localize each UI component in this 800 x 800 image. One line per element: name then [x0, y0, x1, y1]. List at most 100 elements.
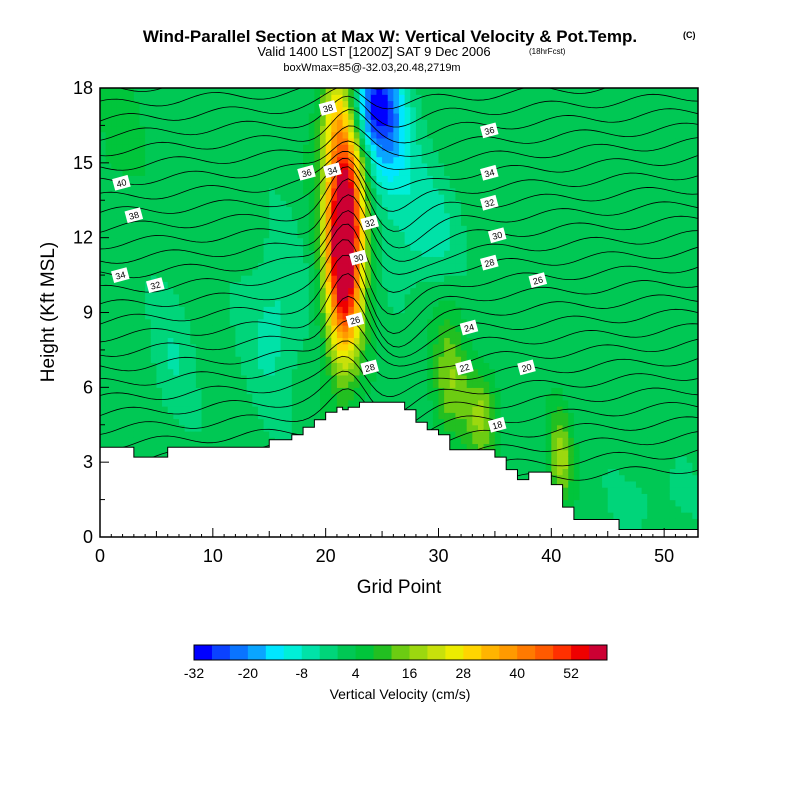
- velocity-cell: [184, 362, 191, 370]
- velocity-cell: [190, 362, 197, 370]
- velocity-cell: [167, 175, 174, 183]
- velocity-cell: [348, 337, 355, 345]
- velocity-cell: [201, 175, 208, 183]
- velocity-cell: [195, 206, 203, 214]
- velocity-cell: [387, 312, 394, 320]
- velocity-cell: [286, 406, 293, 413]
- velocity-cell: [178, 368, 186, 376]
- velocity-cell: [472, 125, 479, 133]
- velocity-cell: [128, 144, 135, 151]
- velocity-cell: [461, 100, 468, 108]
- velocity-cell: [455, 312, 462, 320]
- velocity-cell: [100, 281, 107, 289]
- velocity-cell: [320, 406, 327, 413]
- velocity-cell: [133, 324, 141, 332]
- velocity-cell: [466, 225, 473, 233]
- velocity-cell: [320, 412, 327, 420]
- velocity-cell: [224, 356, 231, 363]
- velocity-cell: [325, 262, 332, 270]
- velocity-cell: [162, 430, 169, 438]
- velocity-cell: [444, 337, 451, 345]
- velocity-cell: [432, 162, 440, 170]
- velocity-cell: [325, 231, 332, 239]
- velocity-cell: [297, 418, 304, 426]
- velocity-cell: [145, 393, 152, 401]
- velocity-cell: [393, 88, 400, 95]
- velocity-cell: [455, 324, 462, 332]
- velocity-cell: [393, 144, 400, 151]
- velocity-cell: [246, 187, 253, 195]
- velocity-cell: [348, 156, 355, 164]
- velocity-cell: [280, 287, 287, 295]
- velocity-cell: [331, 318, 338, 326]
- velocity-cell: [100, 300, 107, 307]
- velocity-cell: [477, 287, 485, 295]
- velocity-cell: [145, 412, 152, 420]
- velocity-cell: [410, 318, 417, 326]
- velocity-cell: [427, 225, 434, 233]
- velocity-cell: [348, 181, 355, 189]
- velocity-cell: [229, 337, 236, 345]
- velocity-cell: [280, 112, 287, 120]
- velocity-cell: [483, 225, 490, 233]
- velocity-cell: [274, 250, 282, 257]
- velocity-cell: [150, 300, 158, 307]
- velocity-cell: [432, 194, 440, 201]
- velocity-cell: [257, 88, 265, 95]
- velocity-cell: [207, 356, 214, 363]
- velocity-cell: [235, 169, 242, 176]
- velocity-cell: [167, 119, 174, 127]
- velocity-cell: [128, 137, 135, 145]
- velocity-cell: [286, 424, 293, 432]
- velocity-cell: [370, 137, 378, 145]
- velocity-cell: [427, 318, 434, 326]
- velocity-cell: [139, 343, 146, 351]
- velocity-cell: [348, 300, 355, 307]
- velocity-cell: [477, 381, 485, 388]
- velocity-cell: [404, 162, 411, 170]
- velocity-cell: [173, 106, 180, 114]
- velocity-cell: [111, 94, 118, 102]
- velocity-cell: [297, 212, 304, 220]
- velocity-cell: [399, 318, 406, 326]
- velocity-cell: [286, 343, 293, 351]
- velocity-cell: [190, 106, 197, 114]
- velocity-cell: [207, 231, 214, 239]
- velocity-cell: [370, 237, 378, 245]
- velocity-cell: [370, 200, 378, 208]
- velocity-cell: [359, 100, 366, 108]
- velocity-cell: [421, 200, 428, 208]
- velocity-cell: [387, 119, 394, 127]
- velocity-cell: [178, 312, 186, 320]
- velocity-cell: [105, 231, 112, 239]
- velocity-cell: [342, 237, 349, 245]
- velocity-cell: [297, 374, 304, 382]
- velocity-cell: [466, 200, 473, 208]
- velocity-cell: [353, 175, 361, 183]
- velocity-cell: [286, 374, 293, 382]
- velocity-cell: [399, 162, 406, 170]
- velocity-cell: [139, 381, 146, 388]
- velocity-cell: [353, 187, 361, 195]
- velocity-cell: [116, 119, 124, 127]
- velocity-cell: [449, 100, 457, 108]
- velocity-cell: [139, 181, 146, 189]
- velocity-cell: [235, 150, 242, 158]
- velocity-cell: [432, 231, 440, 239]
- velocity-cell: [427, 356, 434, 363]
- velocity-cell: [105, 243, 112, 251]
- velocity-cell: [218, 156, 225, 164]
- velocity-cell: [303, 349, 310, 357]
- velocity-cell: [207, 324, 214, 332]
- velocity-cell: [241, 88, 248, 95]
- velocity-cell: [336, 281, 344, 289]
- velocity-cell: [190, 119, 197, 127]
- velocity-cell: [173, 144, 180, 151]
- velocity-cell: [280, 331, 287, 339]
- velocity-cell: [370, 337, 378, 345]
- velocity-cell: [235, 300, 242, 307]
- velocity-cell: [376, 324, 383, 332]
- velocity-cell: [393, 262, 400, 270]
- velocity-cell: [410, 150, 417, 158]
- velocity-cell: [241, 175, 248, 183]
